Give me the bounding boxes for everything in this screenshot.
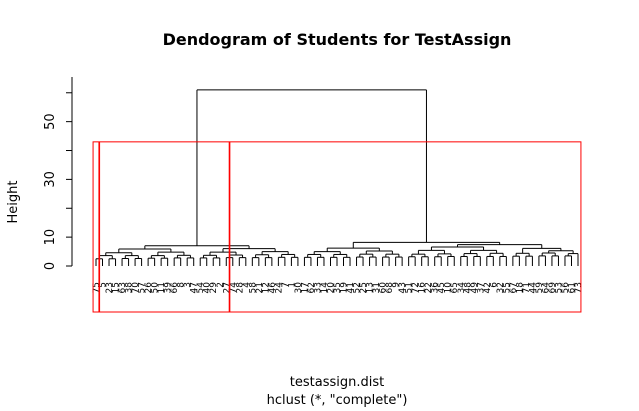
leaf-label: 22 (424, 282, 434, 293)
leaf-label: 46 (268, 282, 278, 294)
leaf-label: 50 (151, 282, 161, 294)
chart-title: Dendogram of Students for TestAssign (163, 30, 512, 49)
leaf-label: 75 (92, 282, 102, 293)
leaf-label: 6 (489, 282, 499, 288)
leaf-label: 10 (444, 282, 454, 294)
cluster-box (99, 141, 230, 313)
leaf-label: 47 (190, 282, 200, 293)
cluster-box (92, 141, 100, 313)
leaf-label: 62 (307, 282, 317, 293)
y-tick-label: 10 (43, 229, 58, 246)
leaf-label: 40 (203, 282, 213, 294)
leaf-label: 7 (281, 282, 291, 288)
x-axis-label: testassign.dist (290, 375, 384, 390)
leaf-label: 32 (496, 282, 506, 293)
leaf-label: 23 (105, 282, 115, 293)
leaf-label: 17 (300, 282, 310, 293)
leaf-label: 11 (157, 282, 167, 293)
leaf-label: 30 (294, 282, 304, 294)
leaf-label: 74 (229, 282, 239, 294)
leaf-label: 5 (99, 282, 109, 288)
leaf-label: 26 (144, 282, 154, 294)
leaf-label: 41 (346, 282, 356, 293)
leaf-label: 27 (222, 282, 232, 293)
leaf-label: 68 (385, 282, 395, 294)
leaf-label: 72 (411, 282, 421, 293)
leaf-label: 43 (398, 282, 408, 293)
leaf-label: 21 (255, 282, 265, 293)
leaf-label: 34 (457, 282, 467, 294)
leaf-label: 56 (561, 282, 571, 294)
leaf-label: 54 (196, 282, 206, 294)
leaf-label: 39 (164, 282, 174, 294)
leaf-label: 65 (450, 282, 460, 293)
leaf-label: 59 (535, 282, 545, 294)
leaf-label: 16 (418, 282, 428, 294)
leaf-label: 53 (554, 282, 564, 293)
leaf-label: 20 (326, 282, 336, 294)
leaf-label: 9 (392, 282, 402, 288)
leaf-label: 18 (515, 282, 525, 294)
leaf-label: 3 (183, 282, 193, 288)
leaf-label: 14 (320, 282, 330, 294)
leaf-label: 52 (353, 282, 363, 293)
leaf-label: 48 (463, 282, 473, 294)
leaf-label: 13 (366, 282, 376, 293)
leaf-label: 45 (437, 282, 447, 293)
cluster-boxes (92, 141, 582, 313)
leaf-label: 38 (125, 282, 135, 294)
leaf-label: 19 (340, 282, 350, 294)
leaf-label: 51 (405, 282, 415, 293)
leaf-label: 36 (431, 282, 441, 294)
y-axis: 0 10 30 50 (43, 77, 73, 270)
leaf-label: 31 (372, 282, 382, 293)
leaf-label: 69 (548, 282, 558, 294)
y-tick-label: 30 (43, 171, 58, 188)
y-tick-label: 50 (43, 113, 58, 130)
leaf-label: 64 (541, 282, 551, 294)
leaf-label: 29 (209, 282, 219, 294)
leaf-label: 37 (476, 282, 486, 293)
leaf-label: 15 (112, 282, 122, 293)
leaf-label: 42 (483, 282, 493, 293)
leaf-label: 61 (567, 282, 577, 293)
y-tick-label: 0 (43, 262, 58, 270)
leaf-label: 55 (502, 282, 512, 293)
leaf-label: 28 (235, 282, 245, 294)
leaf-label: 1 (287, 282, 297, 288)
leaf-label: 66 (170, 282, 180, 294)
leaf-label: 70 (131, 282, 141, 294)
leaf-label: 2 (216, 282, 226, 288)
leaf-label: 63 (118, 282, 128, 293)
cluster-box (229, 141, 582, 313)
dendrogram-tree (95, 89, 579, 266)
leaf-label: 33 (313, 282, 323, 293)
leaf-label: 58 (248, 282, 258, 294)
leaf-label: 25 (359, 282, 369, 293)
method-sublabel: hclust (*, "complete") (267, 393, 408, 408)
leaf-label: 44 (528, 282, 538, 294)
leaf-label: 57 (138, 282, 148, 293)
leaf-label: 67 (509, 282, 519, 293)
leaf-label: 49 (470, 282, 480, 294)
leaf-label: 24 (274, 282, 284, 294)
leaf-labels: 7552315633870572650113966834754402922774… (92, 282, 584, 294)
leaf-label: 12 (261, 282, 271, 293)
leaf-label: 8 (177, 282, 187, 288)
leaf-label: 71 (522, 282, 532, 293)
leaf-label: 60 (379, 282, 389, 294)
y-axis-label: Height (6, 181, 21, 224)
leaf-label: 35 (333, 282, 343, 293)
leaf-label: 73 (574, 282, 584, 293)
leaf-label: 4 (242, 282, 252, 288)
